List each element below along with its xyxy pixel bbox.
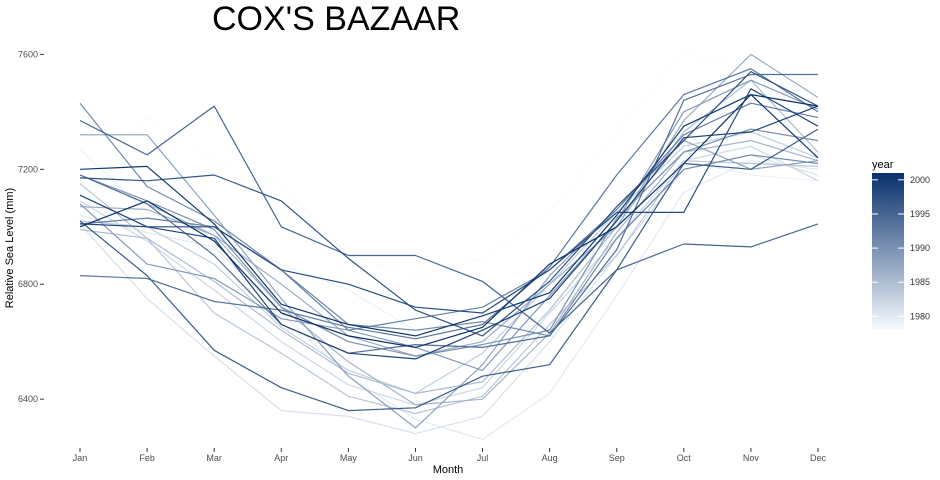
series-line-1978 — [79, 50, 819, 277]
legend-title: year — [872, 159, 894, 171]
series-line-1999 — [79, 105, 819, 360]
x-axis-title: Month — [433, 464, 464, 476]
y-tick-label: 7600 — [18, 49, 38, 59]
x-tick-label: Sep — [609, 453, 625, 463]
x-tick-label: Mar — [206, 453, 222, 463]
series-line-1983 — [79, 131, 819, 394]
x-tick-label: Aug — [542, 453, 558, 463]
legend-color-bar — [872, 173, 904, 330]
series-line-1982 — [79, 145, 819, 406]
chart-title: COX'S BAZAAR — [212, 0, 460, 38]
series-line-1979 — [79, 148, 819, 343]
x-tick-label: Jan — [73, 453, 88, 463]
x-tick-label: Apr — [274, 453, 288, 463]
series-line-2001 — [79, 93, 819, 348]
y-tick-label: 7200 — [18, 164, 38, 174]
x-axis: Jan Feb Mar Apr May Jun Jul Aug Sep Oct Nov Dec — [73, 448, 827, 463]
legend-ticks: 1980 1985 1990 1995 2000 — [872, 175, 930, 321]
series-line-1993 — [79, 68, 819, 340]
y-axis-title: Relative Sea Level (mm) — [4, 188, 16, 308]
legend: year 1980 1985 1990 1995 2000 — [872, 159, 930, 330]
x-tick-label: Oct — [677, 453, 692, 463]
series-layer — [79, 50, 819, 440]
series-line-1992 — [79, 102, 819, 331]
series-line-1997 — [79, 70, 819, 337]
series-line-1989 — [79, 79, 819, 371]
legend-tick-label: 1980 — [910, 311, 930, 321]
y-axis: 6400 6800 7200 7600 — [18, 49, 44, 404]
series-line-1984 — [79, 160, 819, 415]
y-tick-label: 6800 — [18, 279, 38, 289]
legend-tick-label: 2000 — [910, 175, 930, 185]
series-line-1986 — [79, 140, 819, 406]
series-line-1990 — [79, 128, 819, 357]
series-line-1988 — [80, 134, 819, 429]
series-line-1995 — [79, 105, 819, 334]
series-line-1980 — [79, 160, 819, 440]
series-line-1998 — [79, 88, 819, 314]
series-line-1994 — [79, 73, 818, 354]
series-line-1996 — [79, 128, 819, 412]
legend-tick-label: 1985 — [910, 277, 930, 287]
legend-tick-label: 1995 — [910, 209, 930, 219]
x-tick-label: Feb — [139, 453, 155, 463]
series-line-1985 — [79, 79, 819, 394]
x-tick-label: Dec — [810, 453, 827, 463]
series-line-2000 — [79, 93, 819, 337]
x-tick-label: May — [340, 453, 358, 463]
series-line-1987 — [79, 53, 819, 357]
x-tick-label: Jun — [408, 453, 423, 463]
legend-tick-label: 1990 — [910, 243, 930, 253]
x-tick-label: Nov — [743, 453, 760, 463]
y-tick-label: 6400 — [18, 394, 38, 404]
x-tick-label: Jul — [477, 453, 489, 463]
